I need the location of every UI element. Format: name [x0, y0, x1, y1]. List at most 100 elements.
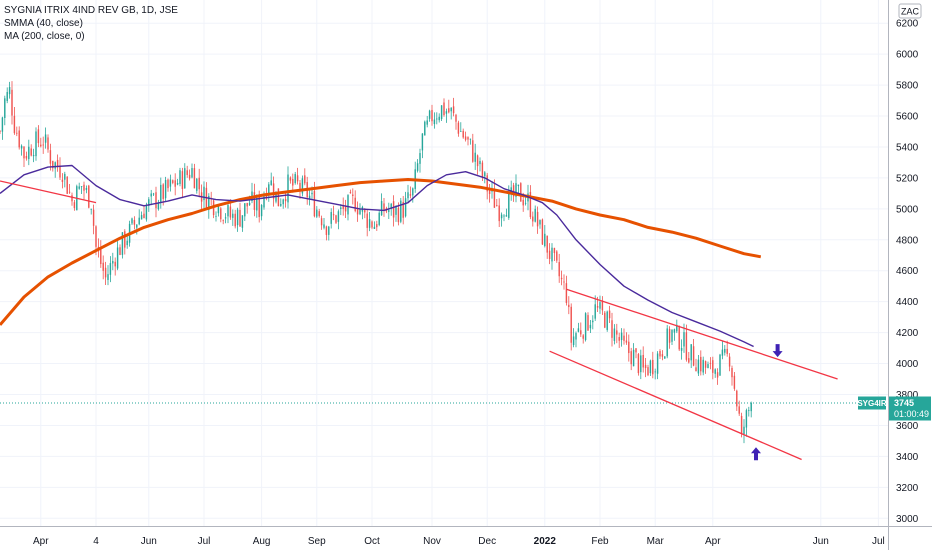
candle [719, 353, 721, 376]
candle-body [395, 206, 397, 215]
candle-body [695, 367, 697, 372]
candle-body [64, 173, 66, 180]
candle [671, 328, 673, 346]
candle-body [390, 203, 392, 209]
candle-body [575, 333, 577, 340]
y-tick-label: 3800 [896, 390, 919, 401]
candle [623, 328, 625, 345]
candle [172, 179, 174, 185]
candle [726, 340, 728, 357]
candle-body [253, 192, 256, 210]
candle-body [292, 178, 294, 186]
candle [256, 194, 258, 218]
candle-body [143, 213, 145, 219]
candle [373, 221, 376, 229]
candle-body [676, 324, 678, 332]
y-tick-label: 5600 [896, 112, 919, 123]
candle-body [52, 160, 54, 169]
candle [426, 116, 428, 128]
candle-body [536, 211, 539, 227]
indicator-smma[interactable]: SMMA (40, close) [4, 18, 83, 29]
candle-body [445, 111, 448, 114]
candle-body [44, 134, 47, 143]
candle-body [347, 195, 349, 215]
x-tick-label: Dec [478, 536, 496, 547]
x-tick-label: Apr [33, 536, 49, 547]
candle-body [217, 206, 220, 214]
candle-body [80, 186, 83, 187]
candle [606, 310, 608, 332]
candle-body [565, 283, 568, 303]
candle [404, 191, 407, 218]
candle-body [88, 185, 90, 208]
candle [88, 184, 90, 209]
candle-body [716, 372, 719, 378]
candle-body [49, 150, 52, 164]
symbol-title[interactable]: SYGNIA ITRIX 4IND REV GB, 1D, JSE [4, 5, 178, 16]
candle [119, 244, 121, 256]
candle-body [366, 213, 368, 228]
candle [193, 163, 196, 189]
candle-body [587, 315, 589, 331]
candle-body [642, 354, 644, 368]
candle-body [332, 214, 335, 216]
candle-body [647, 367, 649, 376]
candle-body [167, 179, 169, 189]
candle-body [649, 360, 652, 374]
candle-body [558, 262, 560, 277]
y-tick-label: 4800 [896, 235, 919, 246]
candle [599, 295, 601, 314]
x-tick-label: 4 [93, 536, 99, 547]
candle-body [496, 205, 498, 206]
candle-body [121, 232, 124, 255]
candle [529, 185, 532, 220]
candle [400, 197, 402, 224]
candle [395, 205, 397, 222]
candle-body [448, 108, 450, 113]
candle-body [556, 251, 558, 261]
candle [572, 328, 575, 348]
candle [630, 347, 632, 371]
candle [59, 157, 61, 180]
candle [697, 355, 700, 376]
indicator-ma[interactable]: MA (200, close, 0) [4, 31, 85, 42]
x-tick-label: Jun [813, 536, 829, 547]
candle-body [719, 354, 721, 376]
candle [28, 139, 30, 166]
candle-body [671, 329, 673, 342]
candle-body [263, 196, 265, 208]
candle-body [150, 193, 152, 197]
candle-body [443, 102, 445, 116]
candle [37, 125, 40, 148]
candle [738, 400, 740, 416]
candle [661, 350, 664, 361]
candle-body [107, 274, 109, 280]
candle [520, 182, 522, 202]
candle [78, 182, 80, 190]
candle-body [78, 186, 80, 189]
candle [191, 163, 193, 179]
candle [536, 206, 539, 234]
candle [104, 261, 107, 286]
candle-body [208, 195, 210, 210]
candle-body [164, 180, 167, 199]
smma-line [0, 164, 754, 348]
candle [580, 322, 582, 337]
candle-body [181, 171, 184, 190]
candle [640, 349, 642, 380]
candle [479, 157, 481, 172]
candle [340, 204, 342, 216]
candle [472, 133, 474, 163]
candle [618, 332, 620, 348]
candle [659, 349, 661, 360]
candle [695, 358, 697, 372]
candle-body [724, 348, 726, 353]
y-tick-label: 5200 [896, 173, 919, 184]
x-tick-label: Aug [253, 536, 271, 547]
candle [61, 173, 64, 189]
candle [548, 243, 551, 265]
candle [140, 211, 143, 220]
candles [0, 81, 752, 444]
y-tick-label: 4200 [896, 328, 919, 339]
